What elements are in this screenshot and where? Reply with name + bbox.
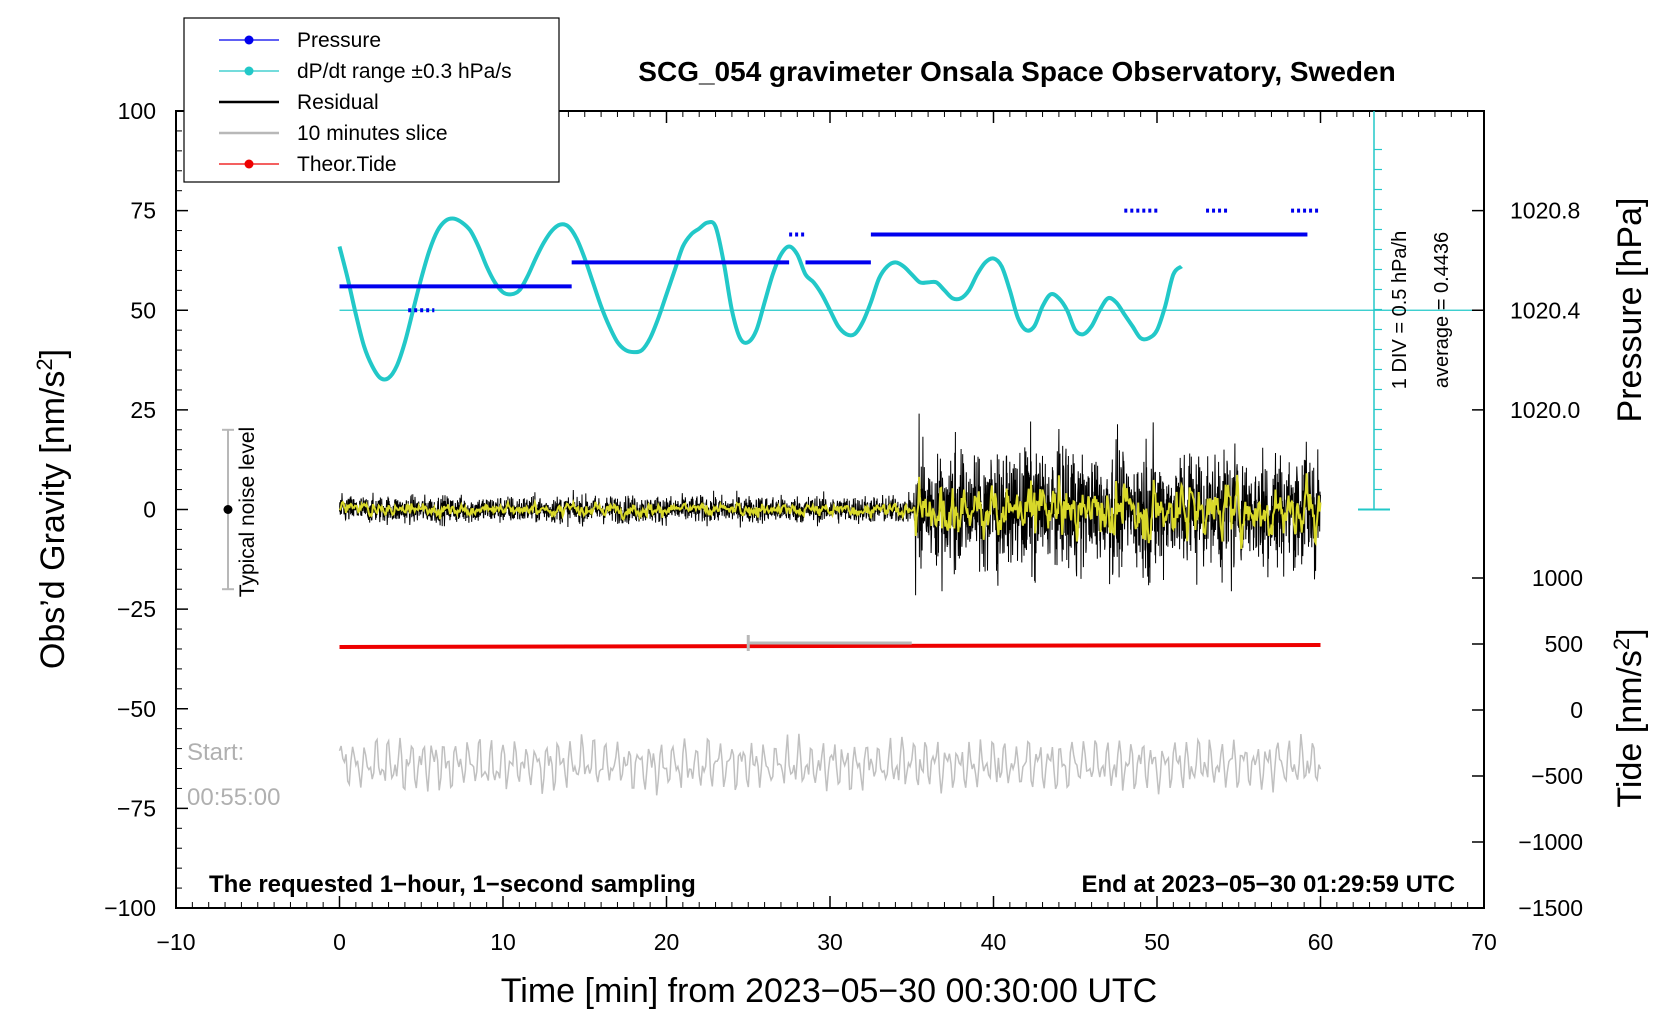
y-tick-label: −25	[117, 596, 156, 622]
ylabel-left-sup: 2	[32, 358, 57, 370]
y-tick-label: 0	[143, 497, 156, 523]
x-tick-label: 40	[981, 929, 1007, 955]
tide-line	[339, 642, 1321, 649]
x-tick-label: 20	[654, 929, 680, 955]
noise-level-label: Typical noise level	[236, 427, 259, 597]
y-axis-title-left-text: Obs’d Gravity [nm/s2]	[32, 349, 72, 669]
start-label: Start:	[187, 739, 244, 766]
ylabel-tide-main: Tide [nm/s	[1611, 650, 1649, 807]
x-tick-label: 30	[817, 929, 843, 955]
tide-tick-label: 1000	[1532, 565, 1583, 591]
legend-label: Theor.Tide	[297, 153, 397, 176]
footer-right: End at 2023−05−30 01:29:59 UTC	[1081, 871, 1455, 898]
footer-left: The requested 1−hour, 1−second sampling	[209, 871, 696, 898]
axis-ticks: −10 0 10 20 30 40 50 60 701007550250−25−50−75−10…	[104, 98, 1583, 955]
x-tick-label: 70	[1471, 929, 1497, 955]
tide-series	[339, 634, 1321, 651]
x-tick-label: 0	[333, 929, 346, 955]
legend: Pressure dP/dt range ±0.3 hPa/s Residual 10…	[183, 17, 560, 183]
dpdt-series	[337, 216, 1484, 382]
x-axis-title: Time [min] from 2023−05−30 00:30:00 UTC	[501, 972, 1157, 1010]
y-axis-title-left: Obs’d Gravity [nm/s2]	[32, 349, 72, 669]
noise-bar-center	[223, 505, 233, 514]
tide-tick-label: −1500	[1518, 895, 1583, 921]
y-tick-label: −50	[117, 696, 156, 722]
legend-label: dP/dt range ±0.3 hPa/s	[297, 60, 512, 83]
y-tick-label: 75	[130, 198, 156, 224]
x-tick-label: 50	[1144, 929, 1170, 955]
ylabel-left-close: ]	[34, 349, 72, 358]
ylabel-left-main: Obs’d Gravity [nm/s	[34, 371, 72, 670]
legend-label: 10 minutes slice	[297, 122, 448, 145]
slice-series	[338, 733, 1322, 796]
ylabel-tide-close: ]	[1611, 628, 1649, 637]
chart-title: SCG_054 gravimeter Onsala Space Observat…	[638, 56, 1395, 87]
tide-tick-label: −500	[1531, 763, 1583, 789]
legend-marker	[244, 35, 254, 45]
dpdt-line	[337, 216, 1183, 382]
scale-bar-label-1: 1 DIV = 0.5 hPa/h	[1389, 231, 1411, 389]
legend-marker	[244, 66, 254, 76]
x-tick-label: 60	[1308, 929, 1334, 955]
legend-label: Pressure	[297, 29, 381, 52]
tide-tick-label: −1000	[1518, 829, 1583, 855]
residual-smoothed-line	[338, 473, 1322, 550]
pressure-tick-label: 1020.0	[1510, 397, 1580, 423]
pressure-tick-label: 1020.8	[1510, 198, 1580, 224]
y-tick-label: 100	[118, 98, 156, 124]
y-axis-title-tide-text: Tide [nm/s2]	[1609, 628, 1649, 807]
ylabel-tide-sup: 2	[1609, 638, 1634, 650]
y-axis-title-pressure: Pressure [hPa]	[1611, 198, 1649, 423]
legend-box	[183, 17, 560, 183]
start-time: 00:55:00	[187, 784, 280, 811]
legend-label: Residual	[297, 91, 379, 114]
pressure-series	[339, 208, 1321, 313]
y-tick-label: −100	[104, 895, 156, 921]
legend-marker	[244, 159, 254, 169]
dpdt-scale-bar	[1358, 111, 1390, 511]
y-axis-title-tide: Tide [nm/s2]	[1609, 628, 1649, 807]
noise-level-bar	[222, 428, 234, 591]
pressure-tick-label: 1020.4	[1510, 297, 1581, 323]
residual-series	[338, 413, 1322, 596]
tide-tick-label: 0	[1570, 697, 1583, 723]
slice-trace	[338, 733, 1322, 796]
scale-bar-label-2: average = 0.4436	[1431, 232, 1453, 388]
y-tick-label: 50	[130, 297, 156, 323]
y-tick-label: −75	[117, 795, 156, 821]
y-tick-label: 25	[130, 397, 156, 423]
x-tick-label: −10	[156, 929, 195, 955]
x-tick-label: 10	[490, 929, 516, 955]
tide-tick-label: 500	[1545, 631, 1583, 657]
